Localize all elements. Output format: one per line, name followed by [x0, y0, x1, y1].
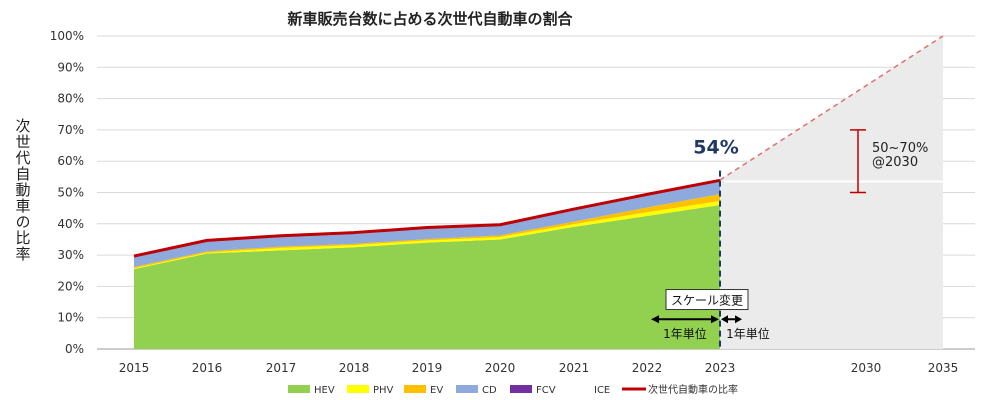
y-tick-label: 50%	[57, 186, 84, 200]
legend-label: 次世代自動車の比率	[648, 383, 738, 396]
y-tick-label: 40%	[57, 217, 84, 231]
series-area-cd	[134, 180, 720, 267]
legend-label: CD	[482, 385, 497, 396]
legend-swatch	[456, 385, 478, 393]
arrowhead	[711, 315, 719, 324]
y-tick-label: 90%	[57, 60, 84, 74]
legend-swatch	[288, 385, 310, 393]
x-tick-label: 2035	[928, 361, 959, 375]
x-tick-label: 2018	[339, 361, 370, 375]
legend: HEV PHV EV CD FCV ICE 次世代自動車の比率	[288, 383, 738, 396]
y-tick-label: 60%	[57, 154, 84, 168]
y-tick-label: 70%	[57, 123, 84, 137]
legend-label: FCV	[536, 385, 556, 396]
interval-label-right: 1年単位	[726, 326, 770, 341]
projection-fill	[720, 36, 943, 349]
x-tick-label: 2017	[266, 361, 297, 375]
y-tick-label: 80%	[57, 92, 84, 106]
legend-swatch	[510, 385, 532, 393]
x-tick-label: 2020	[485, 361, 516, 375]
arrowhead	[735, 315, 742, 324]
y-tick-label: 20%	[57, 279, 84, 293]
x-tick-label: 2015	[119, 361, 150, 375]
y-axis-label-box: 次世代自動車の比率	[6, 118, 40, 298]
arrowhead	[721, 315, 728, 324]
projection-area	[720, 36, 943, 349]
x-tick-label: 2030	[851, 361, 882, 375]
scale-change-box	[665, 289, 749, 311]
legend-swatch	[404, 385, 426, 393]
target-range-label-1: 50~70%	[872, 141, 928, 156]
chart-title: 新車販売台数に占める次世代自動車の割合	[287, 10, 573, 28]
arrowhead	[651, 315, 659, 324]
total-line	[133, 178, 721, 258]
legend-swatch	[568, 385, 590, 393]
legend-label: ICE	[594, 385, 610, 396]
y-tick-label: 0%	[65, 342, 84, 356]
x-tick-label: 2022	[632, 361, 663, 375]
annotation-54: 54%	[693, 136, 738, 158]
scale-change-label: スケール変更	[671, 293, 743, 308]
legend-label: EV	[430, 385, 443, 396]
series-area-hev	[134, 205, 720, 349]
legend-label: HEV	[314, 385, 335, 396]
x-tick-label: 2021	[559, 361, 590, 375]
y-axis-ticks: 0% 10% 20% 30% 40% 50% 60% 70% 80% 90% 100%	[50, 29, 84, 356]
y-tick-label: 10%	[57, 311, 84, 325]
x-tick-label: 2019	[412, 361, 443, 375]
legend-swatch	[347, 385, 369, 393]
stacked-areas	[133, 178, 721, 349]
y-axis-label: 次世代自動車の比率	[13, 118, 32, 262]
x-tick-label: 2016	[192, 361, 223, 375]
y-tick-label: 30%	[57, 248, 84, 262]
y-tick-label: 100%	[50, 29, 84, 43]
annotations: 54% 50~70%@2030 スケール変更 1年単位 1年単位	[651, 35, 975, 349]
x-axis-ticks: 2015 2016 2017 2018 2019 2020 2021 2022 2023 2030…	[119, 361, 959, 375]
legend-label: PHV	[373, 385, 394, 396]
x-tick-label: 2023	[705, 361, 736, 375]
interval-label-left: 1年単位	[663, 326, 707, 341]
target-range-label-2: @2030	[872, 155, 918, 170]
